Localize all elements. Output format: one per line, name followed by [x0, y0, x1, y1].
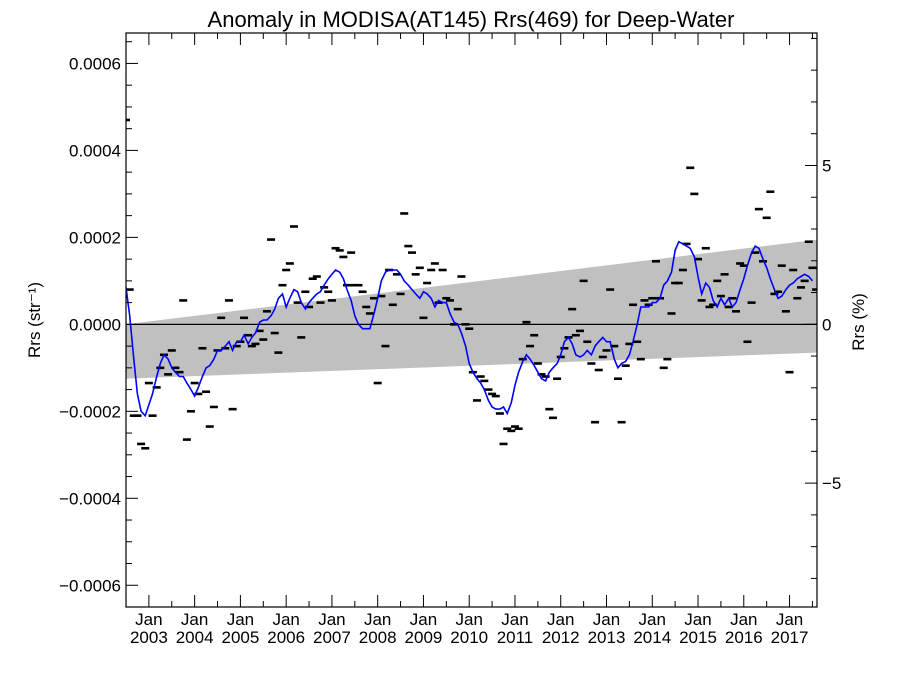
x-tick-label-month: Jan	[593, 610, 620, 629]
y-tick-label-left: 0.0006	[69, 54, 121, 73]
chart-title: Anomaly in MODISA(AT145) Rrs(469) for De…	[208, 7, 735, 32]
y-tick-label-right: 0	[822, 315, 831, 334]
y-tick-label-left: 0.0000	[69, 315, 121, 334]
plot-area	[126, 118, 817, 450]
x-tick-label-month: Jan	[272, 610, 299, 629]
x-tick-label-year: 2006	[267, 628, 305, 647]
x-tick-label-month: Jan	[501, 610, 528, 629]
x-tick-label-year: 2005	[221, 628, 259, 647]
x-tick-label-year: 2016	[725, 628, 763, 647]
plot-inner	[126, 118, 817, 450]
x-tick-label-year: 2010	[450, 628, 488, 647]
y-tick-label-right: −5	[822, 474, 841, 493]
x-tick-label-year: 2013	[588, 628, 626, 647]
x-tick-label-month: Jan	[456, 610, 483, 629]
x-tick-label-year: 2017	[771, 628, 809, 647]
x-tick-label-month: Jan	[684, 610, 711, 629]
x-tick-label-month: Jan	[181, 610, 208, 629]
x-tick-label-month: Jan	[410, 610, 437, 629]
x-tick-label-month: Jan	[639, 610, 666, 629]
plot-frame	[125, 32, 818, 608]
y-tick-label-right: 5	[822, 156, 831, 175]
x-tick-label-year: 2012	[542, 628, 580, 647]
x-tick-label-year: 2015	[679, 628, 717, 647]
x-tick-label-year: 2004	[176, 628, 214, 647]
x-tick-label-month: Jan	[730, 610, 757, 629]
x-tick-label-month: Jan	[227, 610, 254, 629]
x-tick-label-month: Jan	[547, 610, 574, 629]
x-tick-label-year: 2011	[497, 628, 534, 647]
y-axis-label-right: Rrs (%)	[849, 293, 868, 351]
y-tick-label-left: 0.0004	[69, 141, 121, 160]
x-tick-label-year: 2009	[405, 628, 443, 647]
x-tick-label-month: Jan	[318, 610, 345, 629]
x-tick-label-year: 2008	[359, 628, 397, 647]
y-tick-label-left: −0.0006	[59, 576, 121, 595]
y-tick-label-left: 0.0002	[69, 228, 121, 247]
x-tick-label-year: 2007	[313, 628, 351, 647]
x-tick-label-month: Jan	[135, 610, 162, 629]
running-mean-line	[126, 240, 814, 418]
y-tick-label-left: −0.0002	[59, 402, 121, 421]
trend-band	[126, 239, 817, 379]
x-tick-label-month: Jan	[776, 610, 803, 629]
x-tick-label-year: 2014	[633, 628, 671, 647]
x-tick-label-year: 2003	[130, 628, 168, 647]
y-tick-label-left: −0.0004	[59, 489, 121, 508]
x-tick-label-month: Jan	[364, 610, 391, 629]
y-axis-label-left: Rrs (str⁻¹)	[25, 282, 44, 358]
axes: 0.0006 0.0004 0.0002 0.0000 −0.0002 −0.0004 −0…	[59, 32, 841, 647]
